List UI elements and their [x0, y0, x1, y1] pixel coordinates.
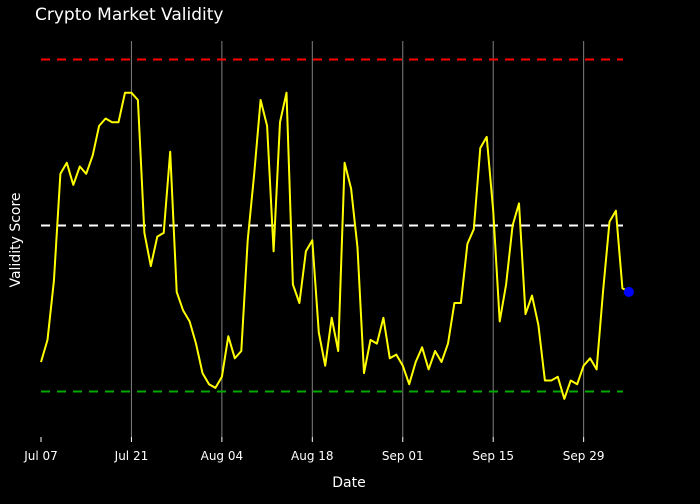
x-tick-label: Jul 21	[114, 449, 149, 463]
x-tick-label: Jul 07	[23, 449, 58, 463]
y-axis-label: Validity Score	[8, 192, 24, 287]
series-layer	[40, 91, 634, 400]
reference-lines	[41, 58, 623, 393]
gridlines	[130, 41, 585, 437]
chart-title: Crypto Market Validity	[35, 5, 223, 25]
x-tick-label: Aug 04	[201, 449, 244, 463]
series-line	[40, 91, 630, 400]
last-point-marker	[623, 286, 634, 297]
x-tick-label: Aug 18	[291, 449, 334, 463]
x-axis-ticks: Jul 07 Jul 21 Aug 04 Aug 18 Sep 01 Sep 15 Sep …	[23, 437, 604, 463]
x-tick-label: Sep 29	[563, 449, 605, 463]
x-tick-label: Sep 01	[382, 449, 424, 463]
x-tick-label: Sep 15	[472, 449, 514, 463]
x-axis-label: Date	[332, 475, 365, 491]
